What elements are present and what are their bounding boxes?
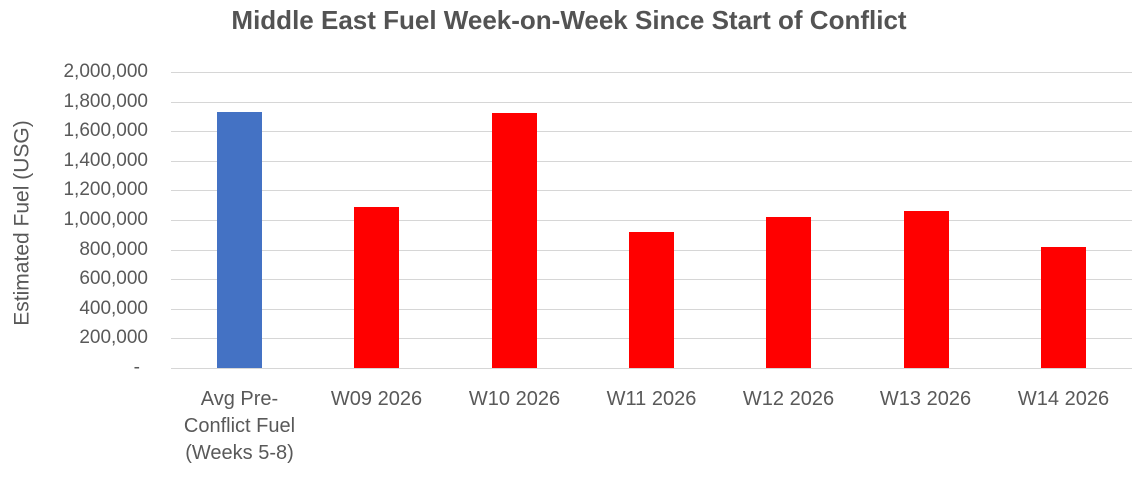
bar-w10-2026 — [492, 113, 537, 368]
gridline — [171, 190, 1132, 191]
y-tick-label: - — [133, 357, 140, 378]
gridline — [171, 368, 1132, 369]
gridline — [171, 72, 1132, 73]
y-tick-label: 400,000 — [79, 298, 148, 319]
y-tick-label: 200,000 — [79, 327, 148, 348]
x-label-w13-2026: W13 2026 — [847, 386, 1004, 413]
x-label-line: Conflict Fuel — [183, 415, 296, 437]
x-label-line: W12 2026 — [742, 388, 835, 410]
bar-w09-2026 — [354, 207, 399, 368]
gridline — [171, 220, 1132, 221]
x-label-line: W09 2026 — [330, 388, 423, 410]
x-label-line: Avg Pre- — [200, 388, 279, 410]
x-label-w14-2026: W14 2026 — [985, 386, 1138, 413]
bar-w13-2026 — [904, 211, 949, 368]
x-label-line: W13 2026 — [879, 388, 972, 410]
chart-title: Middle East Fuel Week-on-Week Since Star… — [231, 5, 907, 35]
x-label-w12-2026: W12 2026 — [710, 386, 867, 413]
y-tick-label: 800,000 — [79, 239, 148, 260]
gridline — [171, 161, 1132, 162]
y-tick-label: 1,000,000 — [63, 209, 148, 230]
bar-w12-2026 — [766, 217, 811, 368]
gridline — [171, 102, 1132, 103]
x-label-line: W10 2026 — [468, 388, 561, 410]
x-label-line: W11 2026 — [606, 388, 697, 410]
x-label-line: W14 2026 — [1017, 388, 1110, 410]
x-label-avg-pre: Avg Pre- Conflict Fuel (Weeks 5-8) — [161, 386, 318, 467]
y-tick-label: 1,800,000 — [63, 91, 148, 112]
y-tick-label: 1,200,000 — [63, 179, 148, 200]
gridline — [171, 131, 1132, 132]
bar-w14-2026 — [1041, 247, 1086, 368]
y-tick-label: 1,400,000 — [63, 150, 148, 171]
x-label-line: (Weeks 5-8) — [185, 442, 294, 464]
x-label-w09-2026: W09 2026 — [298, 386, 455, 413]
y-tick-label: 2,000,000 — [63, 61, 148, 82]
x-label-w10-2026: W10 2026 — [436, 386, 593, 413]
y-tick-label: 600,000 — [79, 268, 148, 289]
bar-avg-pre — [217, 112, 262, 368]
bar-w11-2026 — [629, 232, 674, 368]
x-label-w11-2026: W11 2026 — [573, 386, 730, 413]
y-tick-label: 1,600,000 — [63, 120, 148, 141]
